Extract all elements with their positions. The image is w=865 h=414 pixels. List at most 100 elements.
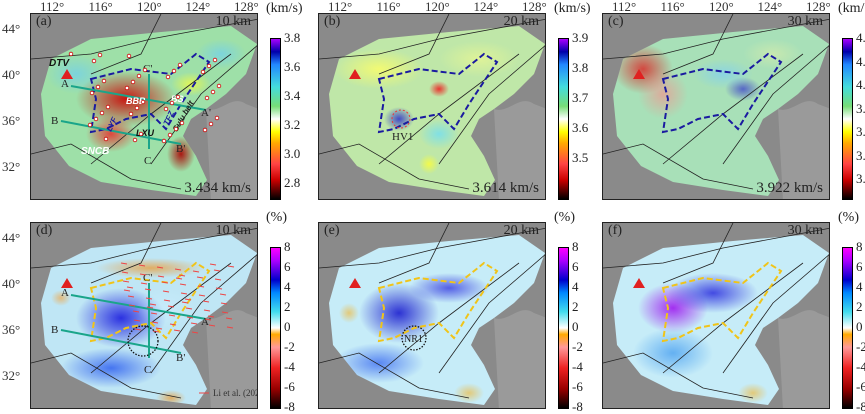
colorbar-tick: 8 bbox=[572, 239, 579, 254]
average-velocity: 3.434 km/s bbox=[184, 180, 251, 196]
lon-tick: 120° bbox=[137, 0, 162, 14]
colorbar-tick: 6 bbox=[284, 259, 291, 274]
earthquake-marker bbox=[95, 84, 101, 90]
lon-tick: 128° bbox=[234, 0, 259, 14]
anomaly bbox=[738, 383, 768, 403]
depth-label: 10 km bbox=[215, 14, 251, 29]
earthquake-marker bbox=[214, 115, 220, 121]
anomaly bbox=[743, 39, 803, 69]
anisotropy-bar bbox=[179, 283, 187, 286]
colorbar-tick: 8 bbox=[284, 239, 291, 254]
earthquake-marker bbox=[126, 53, 132, 59]
anisotropy-bar bbox=[192, 270, 200, 273]
earthquake-marker bbox=[68, 51, 74, 57]
bbb-label: BBB bbox=[126, 96, 146, 106]
colorbar-tick: -8 bbox=[856, 399, 865, 414]
colorbar-tick: -2 bbox=[856, 339, 865, 354]
profile-label: A bbox=[61, 78, 69, 90]
earthquake-marker bbox=[89, 90, 95, 96]
panel-label: (e) bbox=[324, 223, 340, 238]
lon-tick: 112° bbox=[40, 0, 65, 14]
colorbar-tick: -8 bbox=[284, 399, 295, 414]
profile-label: B bbox=[51, 324, 58, 336]
colorbar-tick: 3.6 bbox=[572, 120, 589, 135]
earthquake-marker bbox=[91, 58, 97, 64]
nr1-label: NR1 bbox=[404, 334, 423, 345]
colorbar-unit: (%) bbox=[838, 210, 859, 225]
anisotropy-bar bbox=[128, 304, 136, 307]
dotted-circle bbox=[127, 325, 159, 357]
anomaly bbox=[384, 107, 414, 131]
block-boundary bbox=[661, 52, 783, 134]
earthquake-marker bbox=[210, 89, 216, 95]
depth-label: 20 km bbox=[503, 223, 539, 238]
colorbar-unit: (%) bbox=[554, 210, 575, 225]
hv1-circle bbox=[391, 109, 411, 129]
korean-peninsula bbox=[206, 310, 257, 408]
anomaly bbox=[454, 383, 484, 403]
panel-label: (f) bbox=[608, 223, 622, 238]
anomaly bbox=[61, 348, 161, 388]
colorbar-tick: 2 bbox=[284, 299, 291, 314]
colorbar-tick: 4 bbox=[572, 279, 579, 294]
colorbar-tick: 3.6 bbox=[856, 171, 865, 186]
earthquake-marker bbox=[175, 94, 181, 100]
lon-tick: 116° bbox=[376, 0, 401, 14]
colorbar-tick: -2 bbox=[284, 339, 295, 354]
anisotropy-bar bbox=[208, 324, 216, 327]
profile-lines bbox=[60, 283, 207, 358]
block-boundary bbox=[89, 52, 211, 134]
lon-tick: 124° bbox=[473, 0, 499, 14]
colorbar-tick: -2 bbox=[572, 339, 583, 354]
lon-tick: 112° bbox=[328, 0, 353, 14]
lon-tick: 128° bbox=[806, 0, 831, 14]
colorbar-tick: -4 bbox=[572, 359, 583, 374]
anisotropy-bar bbox=[126, 286, 134, 289]
earthquake-marker bbox=[165, 74, 171, 80]
anisotropy-bar bbox=[215, 287, 223, 290]
map-canvas: A A' B B' C C' Li et al. (2022) bbox=[31, 223, 258, 408]
colorbar-tick: 0 bbox=[572, 319, 579, 334]
anisotropy-bar bbox=[184, 298, 192, 301]
colorbar-tick: -4 bbox=[284, 359, 295, 374]
earthquake-marker bbox=[173, 126, 179, 132]
colorbar-tick: 3.7 bbox=[856, 147, 865, 163]
anisotropy-bar bbox=[138, 264, 146, 267]
volcano-icon bbox=[61, 69, 73, 79]
anisotropy-bar bbox=[140, 282, 148, 285]
colorbar-tick: 8 bbox=[856, 239, 863, 254]
earthquake-marker bbox=[99, 110, 105, 116]
map-canvas bbox=[603, 223, 829, 408]
korean-peninsula bbox=[778, 101, 829, 199]
colorbar-tick: 3.0 bbox=[284, 146, 301, 161]
anisotropy-bar bbox=[134, 328, 142, 331]
lon-tick: 112° bbox=[612, 0, 637, 14]
block-boundary bbox=[377, 261, 499, 343]
earthquake-marker bbox=[200, 69, 206, 75]
legend-label: Li et al. (2022) bbox=[213, 388, 258, 398]
earthquake-marker bbox=[134, 105, 140, 111]
anisotropy-bar bbox=[227, 265, 235, 268]
colorbar-unit: (km/s) bbox=[266, 1, 303, 16]
profile-label: C' bbox=[143, 63, 152, 75]
anisotropy-bar bbox=[213, 269, 221, 272]
average-velocity: 3.922 km/s bbox=[756, 180, 823, 196]
anisotropy-bar bbox=[225, 317, 233, 320]
colorbar-tick: 3.2 bbox=[284, 117, 301, 132]
anisotropy-bar bbox=[219, 293, 227, 296]
colorbar-tick: -6 bbox=[284, 379, 295, 394]
anisotropy-bar bbox=[156, 266, 164, 269]
colorbar-tick: 3.4 bbox=[284, 88, 301, 103]
colorbar-tick: 3.5 bbox=[572, 150, 589, 165]
anomaly bbox=[334, 343, 424, 383]
panel-label: (b) bbox=[324, 14, 341, 29]
anomaly bbox=[359, 283, 439, 343]
colorbar-tick: 3.8 bbox=[856, 124, 865, 139]
earthquake-marker bbox=[212, 57, 218, 63]
anomaly bbox=[419, 119, 459, 149]
map-canvas: NR1 bbox=[319, 223, 545, 408]
depth-label: 10 km bbox=[215, 223, 251, 238]
depth-label: 30 km bbox=[787, 14, 823, 29]
anomaly bbox=[439, 41, 519, 77]
anisotropy-bar bbox=[203, 309, 211, 312]
